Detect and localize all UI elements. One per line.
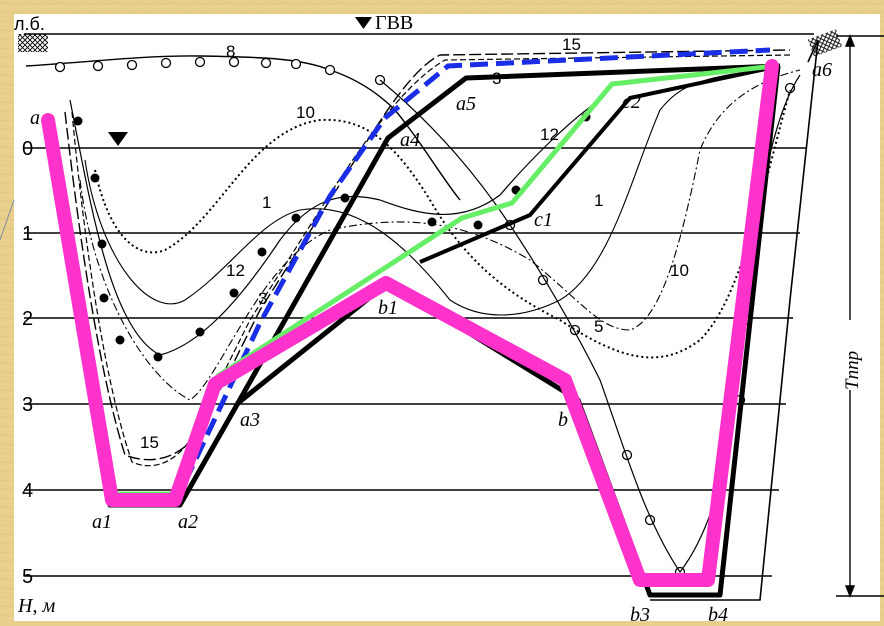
profile-label-10-left: 10 [296,103,315,122]
design-profile-c [419,64,781,264]
profile-12-markers [73,112,591,362]
profile-3 [71,54,791,467]
marker [99,293,109,303]
depth-gridlines [24,33,814,577]
profile-label-3-left: 3 [258,289,267,308]
point-label-b2: b [558,409,568,431]
background-line [0,199,15,241]
magenta-profile [41,59,779,587]
point-label-c2: c2 [622,91,641,113]
profile-1 [84,69,761,316]
profile-label-3-top: 3 [492,69,501,88]
marker [260,57,272,69]
span-label-bg [838,320,862,390]
depth-tick-label: 4 [22,480,33,502]
point-label-a3: a3 [240,409,260,431]
marker [54,61,66,73]
profile-12 [69,99,601,356]
profile-label-1-right: 1 [594,191,603,210]
point-label-a5: a5 [456,93,476,115]
profile-8 [25,55,461,201]
marker [257,247,267,257]
marker [97,239,107,249]
profile-label-5: 5 [594,317,603,336]
point-label-b4: b4 [708,604,728,621]
point-label-a2: a2 [178,511,198,533]
profile-label-8: 8 [226,42,235,61]
marker [160,57,172,69]
profile-label-15-top: 15 [562,35,581,54]
profile-number-labels: 8 10 15 3 12 1 12 3 1 10 5 15 [140,35,689,452]
profile-5 [79,69,801,401]
marker [473,220,483,230]
depth-tick-label: 0 [22,138,33,160]
span-label: Tппр [842,351,863,390]
marker [195,327,205,337]
marker [324,64,336,76]
y-axis-label: H, м [17,595,55,617]
profile-15 [64,49,791,461]
marker [153,352,163,362]
marker [92,60,104,72]
point-label-a6: a6 [812,59,832,81]
marker [229,288,239,298]
marker [228,56,240,68]
depth-tick-label: 3 [22,394,33,416]
depth-tick-labels: 0 1 2 3 4 5 [22,138,33,588]
marker [115,335,125,345]
span-arrow-bottom [844,585,856,598]
marker [73,116,83,126]
point-label-a4: a4 [400,129,420,151]
marker [427,217,437,227]
marker [537,274,549,286]
left-bank-hatch [18,34,48,52]
profile-label-12-right: 12 [540,125,559,144]
profile-label-15-bottom: 15 [140,433,159,452]
water-level-triangle [355,17,372,29]
marker [194,56,206,68]
point-label-b1: b1 [378,297,398,319]
water-level-label: ГВВ [375,12,413,34]
point-labels: a a1 a2 a3 a4 a5 a6 b1 b b3 b4 c1 c2 [30,59,832,626]
marker [291,213,301,223]
marker [90,173,100,183]
profile-label-12-left: 12 [226,261,245,280]
span-dimension [836,34,884,598]
point-label-a1: a1 [92,511,112,533]
low-water-triangle [108,132,128,146]
depth-tick-label: 2 [22,308,33,330]
point-label-a: a [30,107,40,129]
left-bank-label: л.б. [14,14,45,34]
depth-tick-label: 5 [22,566,33,588]
marker [126,59,138,71]
point-label-c1: c1 [534,209,553,231]
marker [290,58,302,70]
marker [340,193,350,203]
point-label-b3: b3 [630,604,650,621]
span-arrow-top [844,34,856,47]
profile-label-10-right: 10 [670,261,689,280]
depth-tick-label: 1 [22,223,33,245]
profile-label-1-left: 1 [262,193,271,212]
right-bank-wall [650,39,819,601]
